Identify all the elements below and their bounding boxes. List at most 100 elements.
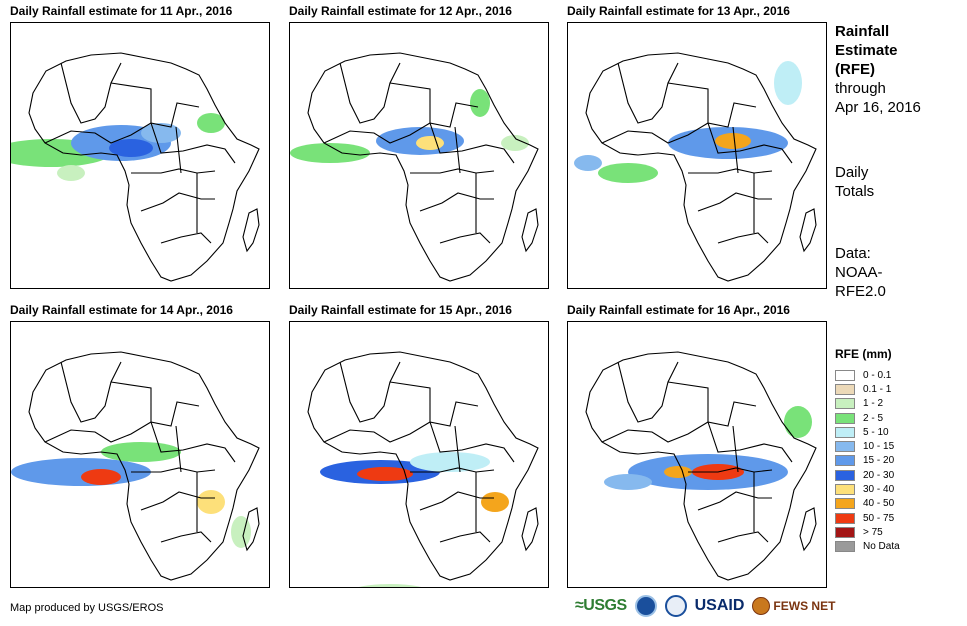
rainfall-map [289,321,549,588]
agency-seal-logo [664,595,687,617]
legend-label: 20 - 30 [863,469,895,481]
legend-label: 0 - 0.1 [863,369,892,381]
legend-label: 40 - 50 [863,498,895,510]
legend-label: 0.1 - 1 [863,383,892,395]
rainfall-area [357,467,413,481]
rainfall-area [715,133,751,149]
rainfall-area [197,490,225,514]
rainfall-area [774,61,802,105]
legend-item: 1 - 2 [835,397,900,411]
panel-title: Daily Rainfall estimate for 15 Apr., 201… [289,303,512,317]
legend-swatch [835,469,855,481]
rainfall-area [358,584,422,587]
legend-swatch [835,383,855,395]
map-credit: Map produced by USGS/EROS [10,602,164,614]
legend-label: 15 - 20 [863,455,895,467]
legend-swatch [835,484,855,496]
legend-item: 10 - 15 [835,439,900,453]
legend-label: No Data [863,541,900,553]
rainfall-area [57,165,85,181]
rainfall-map [10,22,270,289]
legend-swatch [835,526,855,538]
agency-logos: ≈USGS USAID FEWS NET [575,595,835,617]
panel-title: Daily Rainfall estimate for 12 Apr., 201… [289,4,512,18]
rainfall-area [604,474,652,490]
rainfall-map-svg [307,351,539,587]
data-line: NOAA- [835,264,883,281]
noaa-logo [634,595,657,617]
legend-swatch [835,512,855,524]
legend-item: 0 - 0.1 [835,368,900,382]
legend-title: RFE (mm) [835,347,892,361]
data-line: RFE2.0 [835,283,886,300]
rainfall-map-svg [290,52,539,282]
title-line: (RFE) [835,61,875,78]
legend-label: 1 - 2 [863,398,884,410]
rainfall-map [567,22,827,289]
rainfall-estimate-title: Rainfall Estimate (RFE) through Apr 16, … [835,22,921,117]
rainfall-area [81,469,121,485]
rfe-legend: RFE (mm) 0 - 0.1 0.1 - 1 1 - 2 2 - 5 5 - 10 1… [835,347,900,554]
legend-swatch [835,426,855,438]
totals-line: Daily [835,164,869,181]
rainfall-area [231,516,251,548]
rainfall-area [290,143,370,163]
legend-item: 0.1 - 1 [835,382,900,396]
through-label: through [835,80,886,97]
legend-label: 5 - 10 [863,426,889,438]
globe-icon [752,597,771,615]
usgs-logo: ≈USGS [575,597,627,614]
legend-label: > 75 [863,526,883,538]
legend-label: 2 - 5 [863,412,884,424]
panel-title: Daily Rainfall estimate for 13 Apr., 201… [567,4,790,18]
legend-item: 50 - 75 [835,511,900,525]
rainfall-area [664,466,692,478]
through-date: Apr 16, 2016 [835,99,921,116]
rainfall-map [10,321,270,588]
legend-label: 30 - 40 [863,484,895,496]
rainfall-area [410,452,490,472]
daily-totals-note: Daily Totals [835,163,874,201]
data-source-note: Data: NOAA- RFE2.0 [835,244,886,301]
fews-net-label: FEWS NET [773,599,836,613]
title-line: Rainfall [835,23,890,40]
legend-swatch [835,498,855,510]
legend-item: 15 - 20 [835,454,900,468]
legend-label: 50 - 75 [863,512,895,524]
legend-item: 2 - 5 [835,411,900,425]
rainfall-area [501,135,529,151]
legend-swatch [835,541,855,553]
legend-item: > 75 [835,525,900,539]
panel-title: Daily Rainfall estimate for 14 Apr., 201… [10,303,233,317]
legend-item: 30 - 40 [835,482,900,496]
rainfall-area [481,492,509,512]
usaid-logo: USAID [694,597,745,614]
legend-item: 20 - 30 [835,468,900,482]
rainfall-map-svg [585,351,817,581]
data-line: Data: [835,245,871,262]
legend-swatch [835,441,855,453]
rainfall-area [109,139,153,157]
rainfall-area [470,89,490,117]
rainfall-map-svg [11,351,260,581]
legend-swatch [835,398,855,410]
legend-swatch [835,412,855,424]
rainfall-map-svg [11,52,260,282]
legend-item: No Data [835,540,900,554]
legend-swatch [835,369,855,381]
panel-title: Daily Rainfall estimate for 16 Apr., 201… [567,303,790,317]
rainfall-area [101,442,181,462]
rainfall-area [784,406,812,438]
fews-net-logo: FEWS NET [752,597,835,615]
rainfall-area [598,163,658,183]
rainfall-area [574,155,602,171]
panel-title: Daily Rainfall estimate for 11 Apr., 201… [10,4,233,18]
rainfall-map [289,22,549,289]
rainfall-map [567,321,827,588]
title-line: Estimate [835,42,898,59]
rainfall-area [197,113,225,133]
rainfall-area [11,458,151,486]
rainfall-map-svg [574,52,817,282]
legend-item: 5 - 10 [835,425,900,439]
legend-item: 40 - 50 [835,497,900,511]
